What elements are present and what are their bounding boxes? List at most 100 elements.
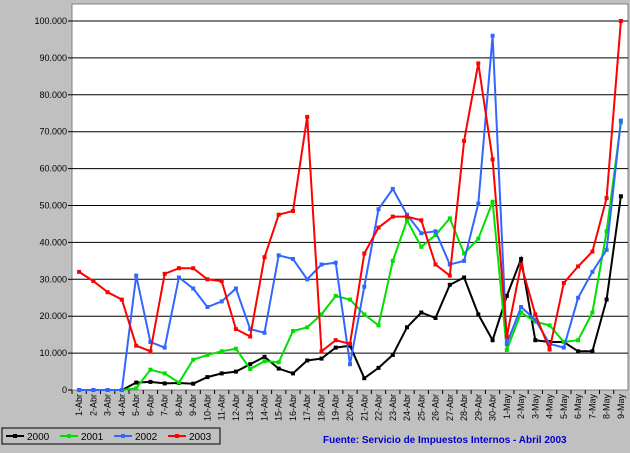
data-point [447, 282, 452, 287]
data-point [333, 293, 338, 298]
data-point [376, 225, 381, 230]
y-tick-labels: 0 10.000 20.000 30.000 40.000 50.000 60.000 70.… [34, 16, 67, 395]
data-point [519, 310, 524, 315]
data-point [134, 273, 139, 278]
data-point [219, 279, 224, 284]
data-point [176, 266, 181, 271]
data-point [248, 334, 253, 339]
data-point [148, 379, 153, 384]
data-point [405, 214, 409, 219]
data-point [362, 251, 367, 256]
x-tick-label: 19-Abr [331, 394, 341, 421]
data-point [162, 345, 167, 350]
series-2002 [77, 33, 623, 392]
data-point [490, 199, 495, 204]
data-point [319, 312, 324, 317]
x-tick-label: 4-May [545, 394, 555, 420]
legend-box [1, 427, 221, 445]
x-tick-label: 28-Abr [459, 394, 469, 421]
data-point [119, 388, 124, 392]
y-tick-label: 50.000 [39, 201, 67, 211]
data-point [376, 365, 381, 370]
x-tick-label: 3-Abr [103, 394, 113, 416]
legend-swatch-marker [175, 434, 179, 438]
data-point [205, 305, 210, 309]
data-point [205, 375, 210, 380]
data-point [233, 346, 238, 351]
data-point [233, 369, 238, 374]
data-point [219, 371, 224, 376]
data-point [604, 297, 609, 302]
data-point [191, 381, 196, 386]
data-point [319, 349, 324, 354]
x-tick-label: 15-Abr [274, 394, 284, 421]
x-tick-label: 26-Abr [431, 394, 441, 421]
x-tick-label: 8-Abr [174, 394, 184, 416]
data-point [219, 299, 224, 304]
data-point [576, 295, 581, 300]
data-point [205, 277, 210, 282]
data-point [91, 279, 96, 284]
data-point [248, 362, 253, 367]
y-tick-label: 100.000 [34, 16, 67, 26]
data-point [305, 325, 310, 330]
x-tick-label: 7-May [587, 394, 597, 420]
x-tick-label: 14-Abr [259, 394, 269, 421]
x-tick-label: 12-Abr [231, 394, 241, 421]
x-tick-label: 3-May [530, 394, 540, 420]
x-tick-label: 27-Abr [445, 394, 455, 421]
data-point [561, 345, 566, 350]
x-tick-label: 21-Abr [359, 394, 369, 421]
data-point [291, 257, 295, 261]
x-tick-label: 2-May [516, 394, 526, 420]
x-tick-label: 23-Abr [388, 394, 398, 421]
y-tick-label: 30.000 [39, 274, 67, 284]
data-point [462, 258, 467, 263]
data-point [618, 118, 623, 123]
data-point [262, 255, 267, 260]
data-point [433, 229, 438, 234]
data-point [433, 316, 438, 320]
data-point [533, 338, 538, 343]
data-point [134, 343, 139, 348]
data-point [604, 229, 609, 234]
data-point [291, 329, 295, 333]
data-point [590, 269, 595, 274]
data-point [419, 218, 424, 223]
data-point [405, 218, 409, 223]
data-point [148, 349, 153, 354]
x-tick-label: 6-Abr [145, 394, 155, 416]
data-point [519, 257, 524, 261]
legend-item-2002: 2002 [114, 432, 158, 443]
data-point [504, 341, 509, 346]
data-point [134, 380, 139, 385]
legend-swatch-marker [13, 434, 17, 438]
data-point [348, 362, 352, 367]
series-2003 [77, 19, 623, 354]
data-point [105, 290, 110, 295]
data-point [447, 262, 452, 267]
data-point [191, 286, 196, 291]
data-point [376, 323, 381, 328]
data-point [490, 33, 495, 38]
data-point [519, 305, 524, 309]
data-point [105, 388, 110, 392]
legend-item-2003: 2003 [168, 432, 212, 443]
y-tick-label: 10.000 [39, 348, 67, 358]
data-point [162, 271, 167, 276]
data-point [376, 207, 381, 212]
data-point [447, 216, 452, 221]
data-point [447, 273, 452, 278]
x-tick-label: 18-Abr [316, 394, 326, 421]
data-point [419, 310, 424, 315]
data-point [604, 247, 609, 252]
data-point [504, 293, 509, 298]
data-point [419, 244, 424, 249]
data-point [362, 284, 367, 289]
data-point [333, 345, 338, 350]
data-point [390, 186, 395, 191]
data-point [119, 297, 124, 302]
gridlines [68, 20, 628, 394]
